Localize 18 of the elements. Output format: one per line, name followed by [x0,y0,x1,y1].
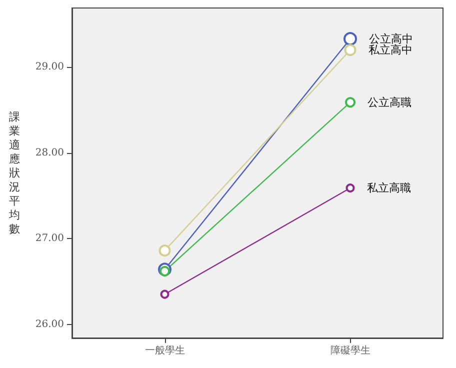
x-tick-label: 一般學生 [144,344,185,356]
x-tick-label: 障礙學生 [330,344,370,356]
point [345,97,356,108]
point [160,290,170,299]
point [346,184,355,192]
y-tick-label: 27.00 [35,233,64,244]
y-tick-label: 26.00 [35,318,64,330]
point [158,244,171,257]
y-tick-label: 28.00 [35,147,64,158]
series-label: 私立高職 [366,182,411,194]
y-tick-label: 29.00 [35,62,64,73]
text: 課業適應狀況平均數 [9,110,20,236]
point [344,32,357,46]
series-label: 公立高中 [369,32,413,46]
series-label: 公立高職 [368,96,412,109]
point [160,266,170,276]
series-label: 私立高中 [368,44,412,56]
point [344,44,356,56]
